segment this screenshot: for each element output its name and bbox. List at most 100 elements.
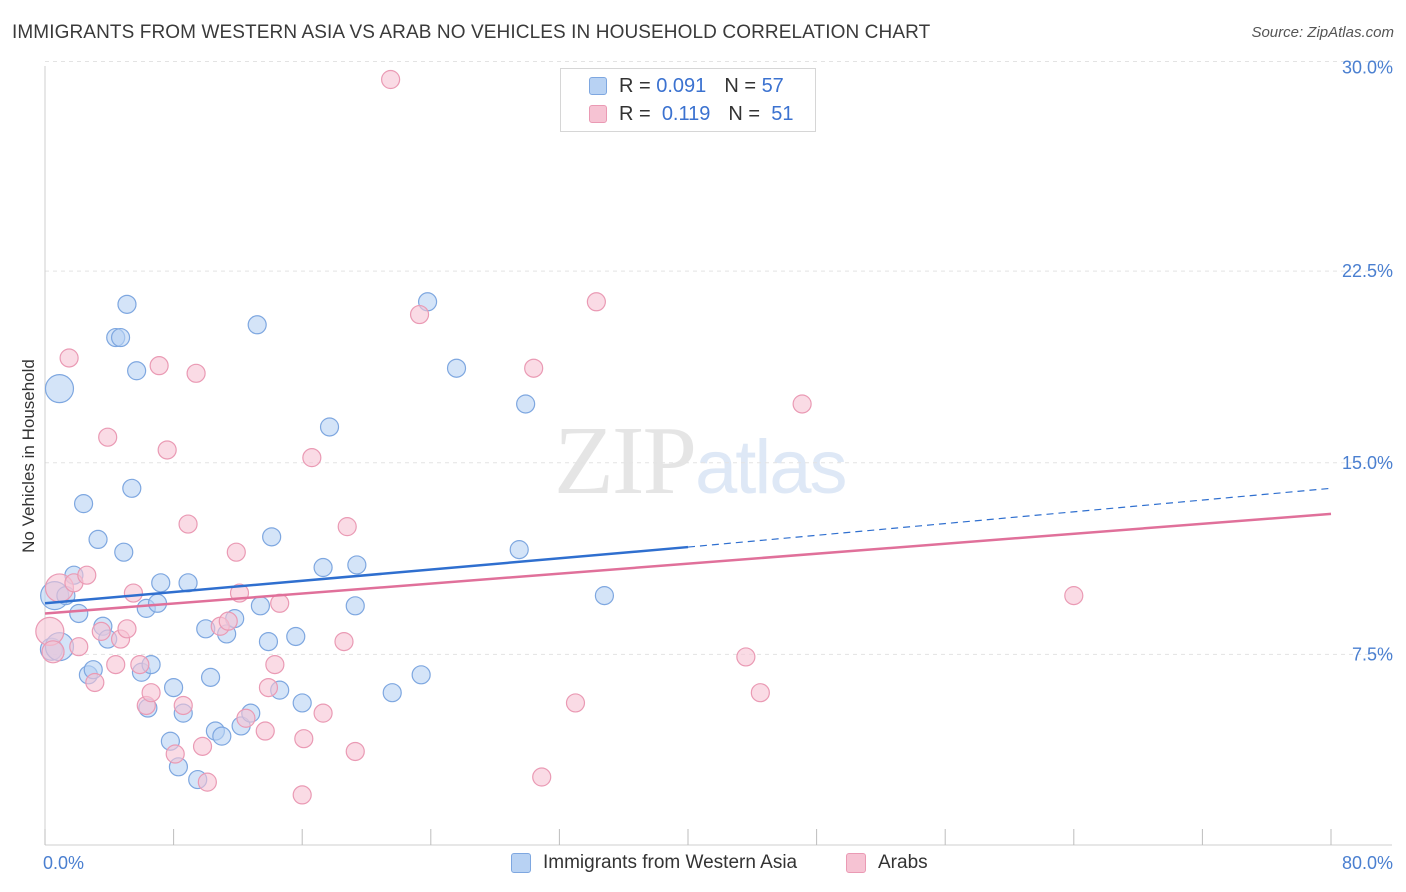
data-point (73, 494, 94, 514)
legend-r-label: R = (619, 74, 651, 97)
series-legend: Immigrants from Western Asia Arabs (0, 852, 1406, 878)
data-point (516, 394, 536, 414)
watermark-zip: ZIP (554, 407, 697, 515)
data-point (302, 448, 322, 468)
data-point (77, 565, 97, 585)
data-point (151, 573, 171, 593)
data-point (110, 327, 131, 348)
series-arabs-points (35, 69, 1084, 805)
data-point (98, 427, 118, 447)
data-point (736, 647, 756, 667)
data-point (236, 708, 256, 728)
data-point (212, 726, 232, 746)
legend-swatch-blue (511, 853, 531, 873)
legend-n-value: 51 (771, 102, 794, 125)
y-tick-label: 15.0% (1342, 453, 1393, 473)
trend-line-arabs (44, 512, 1332, 615)
data-point (292, 693, 312, 713)
data-point (226, 542, 246, 562)
data-point (173, 695, 193, 716)
data-point (218, 611, 238, 631)
data-point (127, 361, 147, 381)
data-point (114, 542, 134, 562)
y-tick-label: 30.0% (1342, 58, 1393, 78)
series-western-asia-points (39, 292, 615, 790)
data-point (157, 440, 177, 460)
data-point (345, 596, 365, 616)
trend-line-western-asia (44, 545, 689, 605)
data-point (247, 315, 267, 335)
legend-swatch-pink (589, 105, 607, 123)
data-point (565, 693, 586, 713)
data-point (294, 729, 314, 749)
data-point (258, 631, 279, 652)
watermark: ZIPatlas (554, 405, 848, 517)
y-axis-label: No Vehicles in Household (19, 359, 38, 553)
data-point (178, 514, 198, 534)
data-point (123, 583, 144, 603)
data-point (117, 294, 137, 314)
data-point (750, 683, 770, 703)
axes (44, 66, 1392, 846)
data-point (197, 772, 217, 792)
data-point (122, 478, 142, 498)
legend-row-western-asia: R = 0.091 N = 57 (589, 73, 784, 99)
legend-r-label: R = (619, 102, 651, 125)
data-point (164, 677, 184, 698)
data-point (265, 654, 285, 675)
data-point (91, 621, 111, 641)
data-point (337, 517, 357, 537)
data-point (409, 304, 430, 325)
data-point (792, 394, 812, 414)
data-point (255, 721, 275, 741)
data-point (446, 358, 467, 378)
data-point (319, 417, 340, 437)
data-point (250, 596, 271, 616)
data-point (106, 654, 126, 675)
legend-item-arabs: Arabs (846, 852, 928, 874)
data-point (286, 626, 306, 647)
data-point (262, 527, 282, 547)
legend-item-western-asia: Immigrants from Western Asia (511, 852, 797, 874)
tick-labels: 7.5% 15.0% 22.5% 30.0% 0.0% 80.0% (43, 58, 1393, 874)
trend-lines (44, 487, 1332, 615)
data-point (532, 767, 552, 787)
data-point (186, 363, 206, 383)
data-point (382, 683, 402, 703)
data-point (586, 292, 606, 312)
data-point (44, 374, 75, 404)
data-point (59, 348, 79, 368)
x-tick-label: 0.0% (43, 853, 84, 873)
x-tick-label: 80.0% (1342, 853, 1393, 873)
grid-lines (45, 61, 1392, 655)
data-point (69, 637, 89, 657)
legend-r-value: 0.119 (661, 102, 711, 125)
data-point (334, 631, 354, 652)
y-tick-label: 22.5% (1342, 261, 1393, 281)
data-point (347, 555, 367, 575)
data-point (258, 677, 279, 698)
data-point (292, 785, 312, 805)
data-point (345, 741, 365, 762)
legend-swatch-pink (846, 853, 866, 873)
data-point (141, 683, 161, 703)
legend-n-label: N = (728, 102, 761, 125)
legend-n-value: 57 (761, 74, 784, 97)
data-point (165, 744, 185, 764)
data-point (509, 540, 529, 560)
data-point (117, 619, 137, 639)
legend-label-arabs: Arabs (878, 852, 928, 873)
data-point (88, 529, 108, 550)
data-point (130, 654, 150, 675)
data-point (192, 736, 213, 756)
legend-swatch-blue (589, 77, 607, 95)
stats-legend: R = 0.091 N = 57 R = 0.119 N = 51 (560, 68, 816, 132)
data-point (200, 667, 221, 687)
legend-label-western-asia: Immigrants from Western Asia (543, 852, 798, 873)
source-label: Source: ZipAtlas.com (1251, 24, 1394, 41)
chart-title: IMMIGRANTS FROM WESTERN ASIA VS ARAB NO … (12, 22, 931, 43)
data-point (1064, 586, 1084, 606)
legend-n-label: N = (724, 74, 756, 97)
data-point (411, 665, 431, 685)
